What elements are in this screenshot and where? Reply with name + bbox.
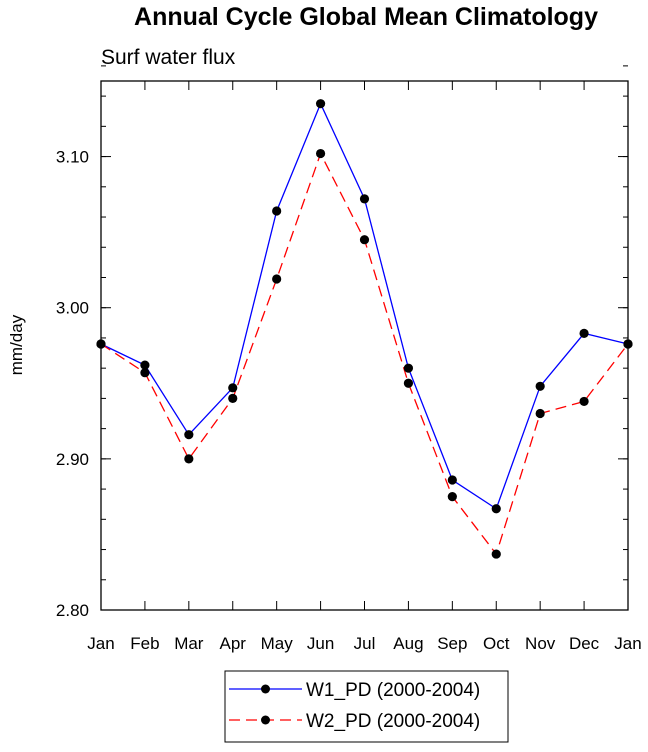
- y-tick-label: 3.00: [56, 299, 89, 318]
- y-tick-label: 2.90: [56, 450, 89, 469]
- series-line-1: [100, 102, 629, 510]
- x-tick-label: Sep: [437, 634, 467, 653]
- x-tick-label: Mar: [174, 634, 204, 653]
- series-2-point: [579, 396, 589, 407]
- x-tick-label: Jun: [307, 634, 334, 653]
- series-2-point: [403, 378, 414, 388]
- legend-box: [224, 670, 509, 743]
- legend-label-w1: W1_PD (2000-2004): [306, 680, 480, 701]
- series-1-point: [579, 328, 589, 339]
- series-1-point: [228, 383, 238, 393]
- legend-marker-w2: [261, 715, 270, 725]
- series-2-point: [447, 492, 457, 502]
- x-tick-label: Jan: [87, 634, 114, 653]
- series-1-point: [491, 504, 501, 514]
- series-2-point: [272, 274, 282, 284]
- legend-marker-w1: [261, 684, 270, 694]
- legend: W1_PD (2000-2004) W2_PD (2000-2004): [224, 670, 509, 743]
- chart-title: Annual Cycle Global Mean Climatology: [134, 3, 598, 31]
- series-line-2: [100, 151, 629, 556]
- series-1-point: [315, 99, 326, 109]
- series-2-point: [228, 393, 238, 403]
- series-1-point: [184, 430, 194, 440]
- series-2-point: [535, 408, 545, 419]
- series-1-point: [535, 381, 545, 391]
- x-tick-label: Dec: [569, 634, 600, 653]
- x-tick-label: Aug: [393, 634, 423, 653]
- series-2-point: [140, 368, 150, 378]
- series-1-point: [447, 475, 457, 485]
- series-1-point: [359, 194, 370, 204]
- legend-label-w2: W2_PD (2000-2004): [306, 711, 480, 732]
- x-tick-label: Feb: [130, 634, 159, 653]
- tick-labels: Jan Feb Mar Apr May Jun Jul Aug Sep Oct Nov Dec Jan 2…: [56, 148, 642, 653]
- series-2-point: [359, 235, 370, 245]
- x-tick-label: Apr: [220, 634, 247, 653]
- x-tick-label: Nov: [525, 634, 556, 653]
- series-layer: [96, 99, 633, 559]
- series-2-point: [315, 148, 326, 159]
- series-2-point: [184, 454, 194, 464]
- x-tick-label: Jul: [354, 634, 376, 653]
- y-tick-label: 2.80: [56, 601, 89, 620]
- y-axis-label: mm/day: [7, 314, 26, 375]
- chart-subtitle: Surf water flux: [101, 46, 236, 69]
- y-tick-label: 3.10: [56, 148, 89, 167]
- axis-ticks: [100, 65, 629, 611]
- series-1-point: [272, 206, 282, 216]
- series-1-point: [140, 360, 150, 370]
- x-tick-label: Jan: [614, 634, 641, 653]
- plot-frame: [100, 80, 629, 611]
- series-2-point: [491, 549, 501, 559]
- x-tick-label: May: [261, 634, 294, 653]
- series-1-point: [403, 363, 414, 373]
- x-tick-label: Oct: [483, 634, 510, 653]
